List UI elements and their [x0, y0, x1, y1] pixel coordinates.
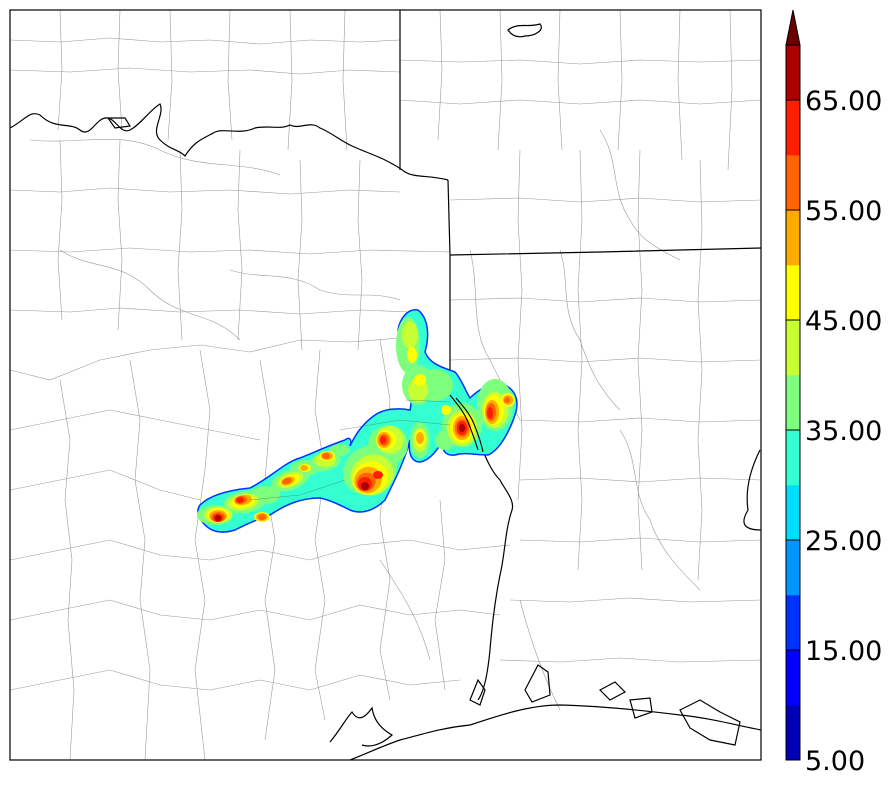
colorbar-tick-label: 5.00: [805, 746, 865, 777]
echo-cell: [380, 436, 386, 444]
echo-cell: [504, 397, 510, 403]
colorbar-band: [786, 320, 800, 376]
echo-cell: [373, 471, 383, 479]
colorbar-band: [786, 45, 800, 101]
colorbar-tick-label: 55.00: [805, 196, 882, 227]
map-panel: [10, 10, 761, 760]
colorbar-band: [786, 650, 800, 706]
colorbar: 5.00 15.00 25.00 35.00 45.00 55.00 65.00: [785, 9, 882, 777]
echo-65-plus: [215, 424, 465, 521]
echo-cell: [282, 477, 292, 485]
colorbar-band: [786, 100, 800, 156]
echo-cell: [330, 444, 350, 456]
colorbar-band: [786, 375, 800, 431]
echo-60-65: [213, 407, 493, 522]
colorbar-band: [786, 540, 800, 596]
colorbar-band: [786, 430, 800, 486]
echo-cell: [215, 515, 221, 521]
echo-cell: [487, 407, 493, 419]
colorbar-band: [786, 210, 800, 266]
colorbar-tick-label: 45.00: [805, 306, 882, 337]
colorbar-band: [786, 265, 800, 321]
colorbar-tick-label: 35.00: [805, 416, 882, 447]
echo-cell: [414, 374, 426, 386]
echo-cell: [407, 347, 417, 363]
county-boundaries: [10, 10, 761, 760]
colorbar-tick-label: 25.00: [805, 526, 882, 557]
colorbar-tick-label: 15.00: [805, 636, 882, 667]
echo-cell: [402, 321, 418, 349]
echo-cell: [441, 405, 451, 415]
colorbar-band: [786, 705, 800, 761]
colorbar-tick-label: 65.00: [805, 86, 882, 117]
colorbar-band: [786, 595, 800, 651]
echo-cell: [322, 453, 330, 459]
map-frame: [9, 9, 762, 761]
colorbar-band: [786, 155, 800, 211]
echo-cell: [459, 424, 465, 432]
river-lines: [449, 394, 484, 453]
reflectivity-echoes: [197, 309, 518, 533]
echo-cell: [236, 497, 244, 503]
colorbar-extend-arrow: [785, 9, 801, 46]
echo-cell: [258, 514, 266, 520]
echo-cell: [416, 432, 424, 444]
colorbar-band: [786, 485, 800, 541]
echo-cell: [300, 465, 308, 471]
county-lines-over-echoes: [249, 399, 451, 501]
echo-cell: [361, 482, 369, 490]
